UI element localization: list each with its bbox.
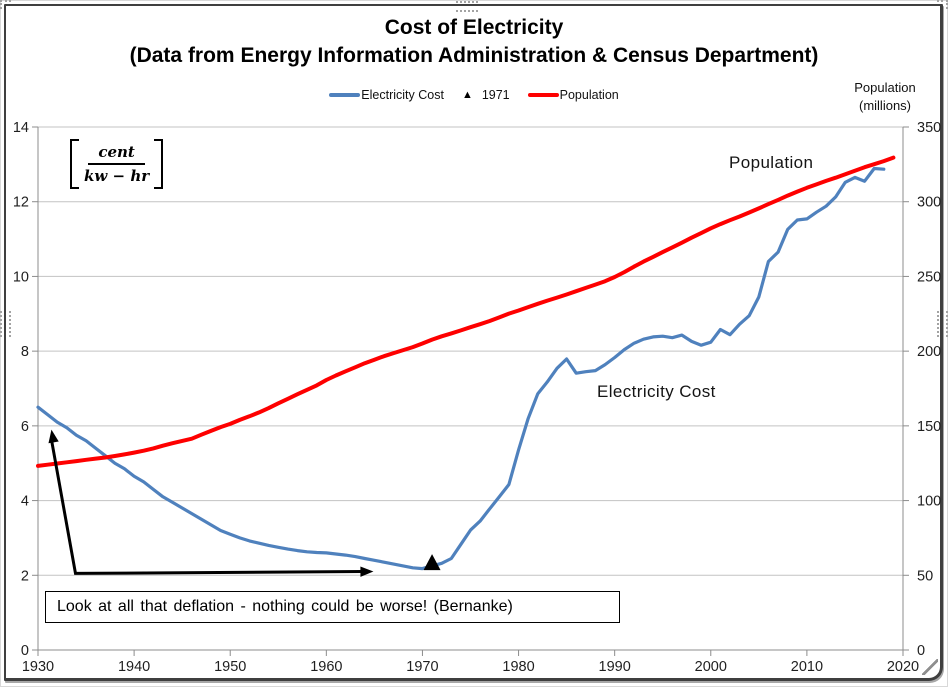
legend-label-1971: 1971 — [481, 88, 510, 102]
left-axis-tick-label: 6 — [21, 419, 29, 435]
population-line-swatch — [527, 93, 559, 97]
chart-subtitle: (Data from Energy Information Administra… — [129, 44, 819, 67]
x-axis-tick-label: 1940 — [118, 659, 150, 675]
unit-numerator: cent — [88, 143, 145, 165]
left-bracket — [70, 139, 79, 189]
legend-item-population: Population — [527, 88, 619, 102]
electricity-series-label: Electricity Cost — [597, 382, 716, 401]
left-axis-tick-label: 12 — [13, 195, 29, 211]
legend-item-electricity-cost: Electricity Cost — [329, 88, 444, 102]
chart-title: Cost of Electricity — [384, 16, 564, 39]
x-axis-tick-label: 2020 — [887, 659, 919, 675]
x-axis-tick-label: 1980 — [502, 659, 534, 675]
right-axis-tick-label: 0 — [917, 643, 925, 659]
electricity-line-swatch — [329, 93, 361, 97]
selection-handle-top-center[interactable] — [456, 1, 478, 12]
selection-handle-top-left[interactable] — [0, 0, 11, 9]
x-axis-tick-label: 2010 — [791, 659, 823, 675]
selection-handle-top-right[interactable] — [937, 0, 948, 9]
right-axis-title: Population (millions) — [839, 79, 931, 115]
marker-1971-triangle — [423, 554, 441, 571]
left-axis-tick-label: 10 — [13, 269, 29, 285]
x-axis-tick-label: 1960 — [310, 659, 342, 675]
left-axis-tick-label: 2 — [21, 568, 29, 584]
right-axis-tick-label: 200 — [917, 344, 941, 360]
population-line — [36, 155, 896, 468]
right-axis-tick-label: 150 — [917, 419, 941, 435]
left-axis-unit-formula: cent kw − hr — [70, 139, 164, 189]
right-axis-tick-label: 50 — [917, 568, 933, 584]
deflation-annotation-textbox: Look at all that deflation - nothing cou… — [45, 591, 620, 623]
selection-handle-left-middle[interactable] — [0, 311, 11, 337]
right-axis-tick-label: 350 — [917, 120, 941, 136]
selection-handle-right-middle[interactable] — [937, 311, 948, 337]
arrow-head — [48, 429, 59, 444]
picture-frame-border — [4, 4, 943, 681]
right-axis-title-line2: (millions) — [859, 98, 911, 113]
right-axis-tick-label: 250 — [917, 269, 941, 285]
x-axis-tick-label: 1990 — [599, 659, 631, 675]
left-axis-tick-label: 8 — [21, 344, 29, 360]
legend-label-electricity: Electricity Cost — [361, 88, 444, 102]
population-series-label: Population — [729, 153, 814, 172]
left-axis-tick-label: 0 — [21, 643, 29, 659]
x-axis-tick-label: 2000 — [695, 659, 727, 675]
x-axis-tick-label: 1970 — [406, 659, 438, 675]
resize-grip-icon[interactable] — [922, 659, 938, 675]
triangle-marker-icon: ▲ — [461, 89, 473, 101]
right-axis-tick-label: 300 — [917, 195, 941, 211]
right-axis-title-line1: Population — [854, 80, 916, 95]
legend-label-population: Population — [559, 88, 619, 102]
chart-legend: Electricity Cost ▲ 1971 Population — [0, 88, 948, 102]
legend-item-1971: ▲ 1971 — [462, 88, 510, 102]
electricity-cost-line — [36, 166, 886, 571]
left-axis-tick-label: 4 — [21, 494, 29, 510]
annotation-arrow-line — [49, 439, 364, 575]
unit-denominator: kw − hr — [84, 167, 150, 185]
left-axis-tick-label: 14 — [13, 120, 29, 136]
arrow-head — [360, 566, 374, 577]
right-bracket — [154, 139, 164, 189]
x-axis-tick-label: 1930 — [22, 659, 54, 675]
unit-fraction: cent kw − hr — [84, 143, 149, 185]
x-axis-tick-label: 1950 — [214, 659, 246, 675]
right-axis-tick-label: 100 — [917, 494, 941, 510]
